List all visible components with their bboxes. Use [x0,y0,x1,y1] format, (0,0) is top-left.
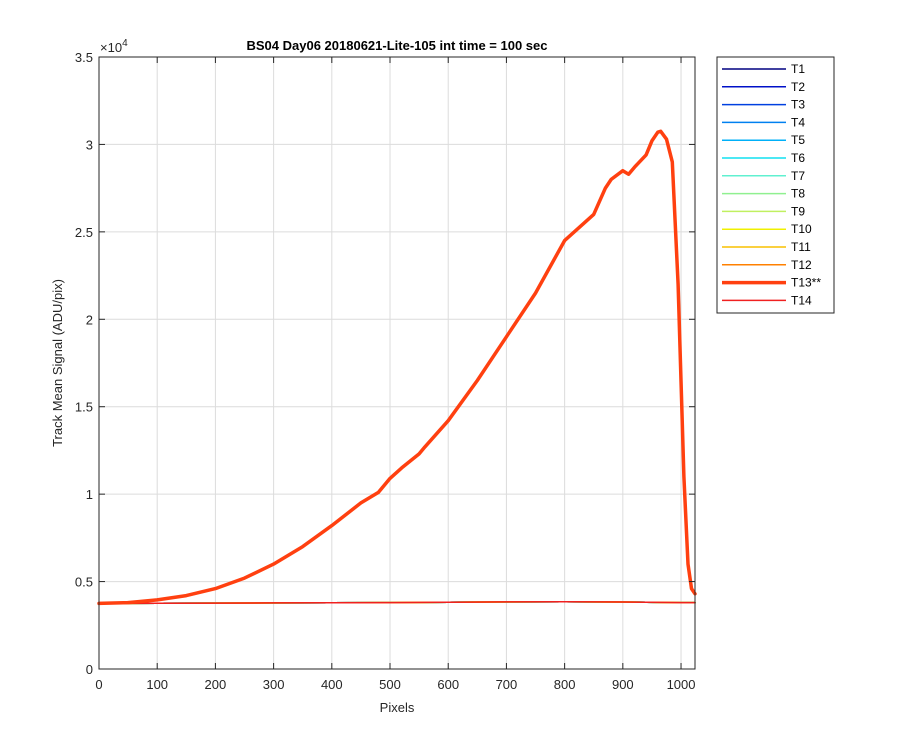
legend-label: T3 [791,98,805,112]
y-exponent: ×104 [100,38,128,55]
legend-label: T2 [791,80,805,94]
y-axis-label: Track Mean Signal (ADU/pix) [50,279,65,447]
legend-item: T14 [722,293,812,307]
legend-item: T9 [722,204,805,218]
legend-item: T10 [722,222,812,236]
y-tick-label: 0.5 [75,575,93,590]
legend-item: T13** [722,276,821,290]
x-tick-label: 1000 [667,677,696,692]
x-tick-label: 500 [379,677,401,692]
legend-item: T8 [722,187,805,201]
y-tick-label: 0 [86,662,93,677]
x-tick-label: 800 [554,677,576,692]
x-tick-label: 400 [321,677,343,692]
legend-item: T7 [722,169,805,183]
y-tick-label: 2.5 [75,225,93,240]
tick-labels: 0 100 200 300 400 500 600 700 800 900 1000 0 0.5 1 1.5… [75,50,696,692]
y-tick-label: 3 [86,137,93,152]
legend-item: T11 [722,240,811,254]
legend-item: T2 [722,80,805,94]
legend: T1 T2 T3 T4 T5 T6 T7 T8 T9 T10 T11 T12 T13** T14 [716,56,835,314]
y-tick-label: 1.5 [75,400,93,415]
legend-item: T6 [722,151,805,165]
legend-label: T8 [791,187,805,201]
legend-label: T14 [791,293,812,307]
series-line-t14 [98,600,696,605]
chart-title: BS04 Day06 20180621-Lite-105 int time = … [247,38,548,53]
legend-label: T9 [791,204,805,218]
x-tick-label: 100 [146,677,168,692]
x-tick-label: 0 [95,677,102,692]
x-tick-label: 300 [263,677,285,692]
x-tick-label: 200 [205,677,227,692]
legend-item: T12 [722,258,812,272]
y-tick-label: 3.5 [75,50,93,65]
axes-box [98,56,696,670]
y-exponent-power: 4 [122,38,128,49]
y-tick-label: 1 [86,487,93,502]
x-tick-label: 700 [496,677,518,692]
y-exponent-base: ×10 [100,40,122,55]
legend-box [716,56,835,314]
legend-label: T6 [791,151,805,165]
legend-item: T4 [722,115,805,129]
legend-label: T11 [791,240,811,254]
x-tick-label: 900 [612,677,634,692]
legend-label: T12 [791,258,812,272]
legend-label: T7 [791,169,805,183]
legend-item: T5 [722,133,805,147]
y-tick-label: 2 [86,312,93,327]
legend-label: T13** [791,276,821,290]
series-line-t13 [97,129,697,606]
legend-item: T1 [722,62,805,76]
plot-area: 0 100 200 300 400 500 600 700 800 900 1000 0 0.5 1 1.5… [75,50,697,692]
x-tick-label: 600 [437,677,459,692]
series-lines [97,129,697,606]
legend-label: T5 [791,133,805,147]
legend-label: T10 [791,222,812,236]
x-axis-label: Pixels [380,700,415,715]
legend-label: T1 [791,62,805,76]
legend-label: T4 [791,115,805,129]
ticks [98,56,695,670]
legend-item: T3 [722,98,805,112]
